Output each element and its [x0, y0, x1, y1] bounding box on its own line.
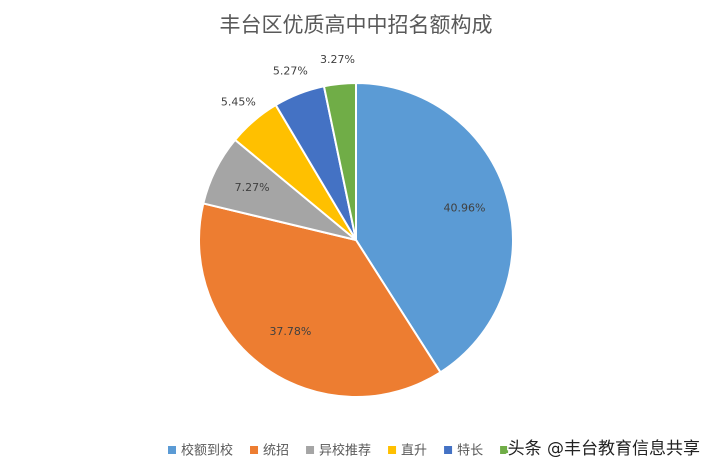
legend-label: 直升 — [401, 444, 427, 459]
data-label: 37.78% — [269, 325, 311, 338]
watermark: 头条 @丰台教育信息共享 — [508, 439, 700, 459]
data-label: 7.27% — [235, 181, 270, 194]
pie-slice — [322, 81, 357, 241]
data-label: 5.45% — [221, 95, 256, 108]
legend-label: 校额到校 — [181, 443, 233, 459]
pie-slice — [198, 202, 442, 398]
legend-swatch — [444, 446, 453, 454]
data-label: 40.96% — [444, 201, 486, 214]
legend-swatch — [306, 446, 315, 454]
legend-swatch — [168, 446, 176, 454]
chart-title: 丰台区优质高中中招名额构成 — [220, 13, 493, 37]
legend-label: 异校推荐 — [319, 443, 371, 459]
legend-swatch — [388, 446, 397, 454]
data-label: 5.27% — [273, 64, 308, 77]
data-label: 3.27% — [320, 53, 355, 66]
legend-label: 特长 — [457, 444, 483, 459]
legend-swatch — [500, 446, 509, 454]
legend-swatch — [250, 446, 259, 454]
legend-label: 统招 — [263, 444, 289, 459]
